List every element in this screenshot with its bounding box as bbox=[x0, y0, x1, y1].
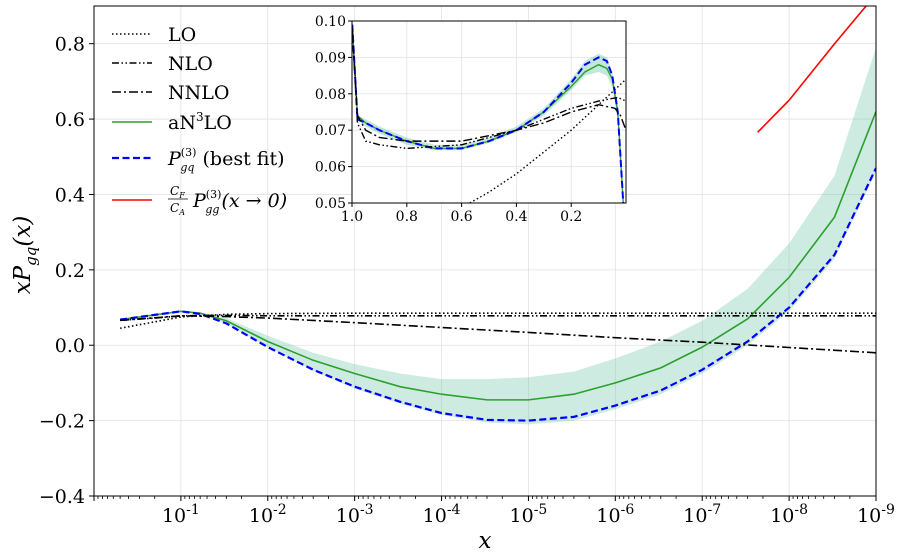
x-tick-label: 10-7 bbox=[683, 502, 721, 527]
x-tick-label: 10-8 bbox=[770, 502, 808, 527]
inset-x-tick-label: 0.8 bbox=[396, 209, 418, 225]
inset-y-tick-label: 0.05 bbox=[315, 196, 346, 212]
inset-series-line-nlo bbox=[352, 28, 626, 150]
x-tick-label: 10-1 bbox=[162, 502, 200, 527]
legend-fraction-denominator: CA bbox=[170, 201, 185, 217]
x-tick-label: 10-2 bbox=[249, 502, 287, 527]
inset-y-tick-label: 0.06 bbox=[315, 160, 346, 176]
series-line-an3lo bbox=[120, 111, 876, 401]
inset-x-tick-label: 0.2 bbox=[560, 209, 582, 225]
legend-label-bestfit: P(3) gq (best fit) bbox=[167, 146, 285, 174]
an3lo-uncertainty-band bbox=[120, 47, 876, 425]
x-tick-label: 10-5 bbox=[510, 502, 548, 527]
main-plot-frame bbox=[93, 5, 877, 497]
inset-x-tick-label: 1.0 bbox=[341, 209, 363, 225]
legend-label-nnlo: NNLO bbox=[168, 82, 229, 104]
inset-frame bbox=[351, 20, 627, 204]
inset-ticks: 1.0 0.8 0.6 0.4 0.2 0.05 0.06 0.07 0.08 0.09 0.10 bbox=[315, 14, 583, 225]
x-tick-label: 10-9 bbox=[857, 502, 895, 527]
series-line-nlo bbox=[120, 314, 876, 322]
inset-chart: 1.0 0.8 0.6 0.4 0.2 0.05 0.06 0.07 0.08 0.09 0.10 bbox=[315, 14, 627, 225]
y-tick-label: −0.4 bbox=[39, 486, 85, 508]
y-tick-label: 0.6 bbox=[55, 109, 85, 131]
inset-y-tick-label: 0.08 bbox=[315, 87, 346, 103]
y-axis-label: xPgq(x) bbox=[10, 216, 40, 295]
y-axis-label-text: xPgq(x) bbox=[10, 216, 40, 295]
inset-y-tick-label: 0.10 bbox=[315, 14, 346, 30]
legend-label-an3lo: aN3LO bbox=[168, 110, 232, 134]
inset-x-tick-label: 0.4 bbox=[505, 209, 527, 225]
y-tick-label: 0.8 bbox=[55, 34, 85, 56]
an3lo-band-area bbox=[120, 47, 876, 425]
legend-label-lo: LO bbox=[168, 24, 196, 46]
x-tick-label: 10-3 bbox=[336, 502, 374, 527]
y-tick-label: −0.2 bbox=[39, 411, 85, 433]
legend-fraction-numerator: CF bbox=[170, 184, 185, 200]
main-ticks: 10-1 10-2 10-3 10-4 10-5 10-6 10-7 10-8 10-9 −0.4… bbox=[39, 34, 895, 527]
series-line-asym bbox=[757, 6, 867, 133]
series-line-nnlo bbox=[120, 315, 876, 354]
x-tick-label: 10-4 bbox=[423, 502, 461, 527]
y-tick-label: 0.4 bbox=[55, 184, 85, 206]
x-tick-label: 10-6 bbox=[596, 502, 634, 527]
inset-y-tick-label: 0.07 bbox=[315, 123, 346, 139]
legend-label-nlo: NLO bbox=[168, 53, 213, 75]
legend-label-asym: P(3) gg (x → 0) bbox=[192, 188, 287, 216]
y-tick-label: 0.0 bbox=[55, 335, 85, 357]
y-tick-label: 0.2 bbox=[55, 260, 85, 282]
inset-x-tick-label: 0.6 bbox=[450, 209, 472, 225]
series-line-bestfit bbox=[120, 167, 876, 422]
inset-series bbox=[352, 24, 626, 203]
inset-series-line-nnlo bbox=[352, 28, 626, 142]
inset-background bbox=[352, 21, 626, 203]
x-axis-label: x bbox=[479, 528, 492, 554]
inset-y-tick-label: 0.09 bbox=[315, 50, 346, 66]
main-series bbox=[120, 6, 876, 422]
legend: LO NLO NNLO aN3LO P(3) gq (best fit) P(3) gg (x … bbox=[112, 24, 287, 217]
